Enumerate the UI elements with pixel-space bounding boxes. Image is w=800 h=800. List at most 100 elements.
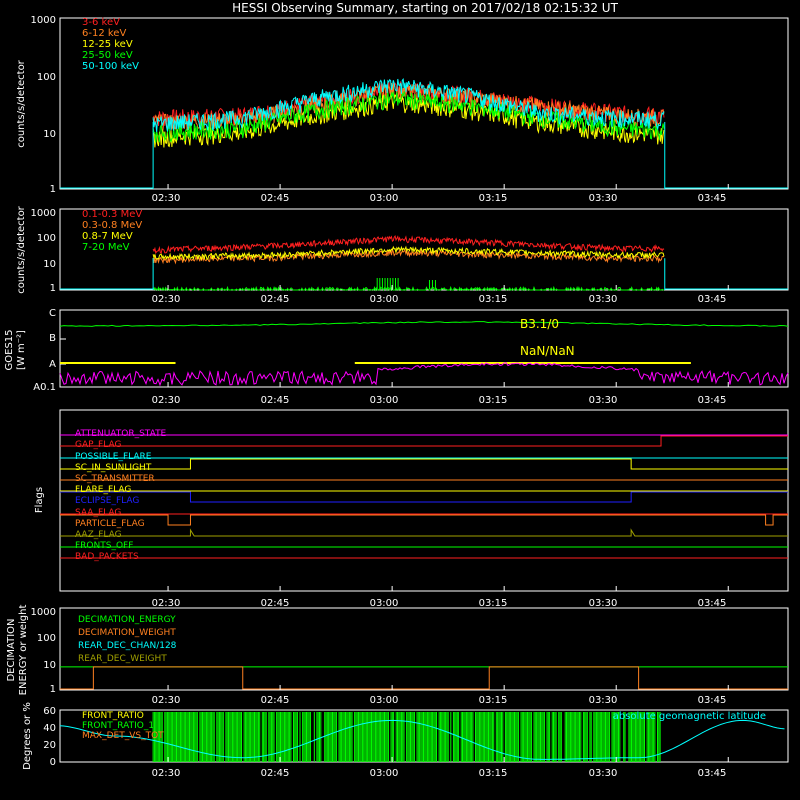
legend-entry-rear-dec-weight: REAR_DEC_WEIGHT — [78, 654, 167, 664]
gamma-ytick-label: 1 — [50, 283, 56, 294]
goes-short-line — [59, 362, 789, 387]
flag-label: SC_TRANSMITTER — [75, 474, 155, 484]
goes-annotation-nan: NaN/NaN — [520, 344, 575, 358]
geomag-ylabel: Degrees or % — [22, 702, 33, 770]
flag-trace — [60, 491, 788, 503]
goes-ytick-label: A — [49, 359, 56, 370]
decimation-xtick-label: 03:00 — [370, 695, 399, 706]
gamma-xtick-label: 03:30 — [589, 294, 618, 305]
flag-label: FLARE_FLAG — [75, 485, 131, 495]
hxr-legend: 3-6 keV 6-12 keV 12-25 keV 25-50 keV 50-… — [82, 17, 139, 72]
geomag-yticks: 0 20 40 60 — [43, 706, 56, 768]
flag-label: GAP_FLAG — [75, 440, 121, 450]
panel-hxr: counts/s/detector 1 10 100 1000 02:30 02… — [16, 15, 789, 204]
decimation-xtick-label: 03:15 — [479, 695, 508, 706]
decimation-ylabel-line2: ENERGY or weight — [18, 605, 29, 696]
decimation-ytick-label: 10 — [43, 660, 56, 671]
flags-xtick-label: 03:00 — [370, 598, 399, 609]
flags-xtick-label: 03:15 — [479, 598, 508, 609]
goes-xtick-label: 03:30 — [589, 395, 618, 406]
legend-entry-front-ratio-1: FRONT_RATIO_1 — [82, 721, 154, 731]
flag-label: SC_IN_SUNLIGHT — [75, 463, 152, 473]
hxr-xtick-label: 03:30 — [589, 193, 618, 204]
panel-gamma: counts/s/detector 1 10 100 1000 02:30 02… — [16, 205, 789, 305]
hxr-ylabel: counts/s/detector — [16, 59, 27, 147]
flag-label: SAA_FLAG — [75, 508, 121, 518]
geomag-ytick-label: 60 — [43, 706, 56, 717]
goes-ylabel-line1: GOES15 — [4, 329, 15, 370]
gamma-yticks: 1 10 100 1000 — [31, 208, 56, 294]
series-line — [152, 77, 665, 133]
goes-long-line — [59, 321, 789, 327]
legend-entry-12-25kev: 12-25 keV — [82, 39, 133, 50]
gamma-ytick-label: 10 — [43, 259, 56, 270]
goes-xticks: 02:30 02:45 03:00 03:15 03:30 03:45 — [152, 395, 727, 406]
hxr-xtick-label: 02:30 — [152, 193, 181, 204]
decimation-xticks: 02:30 02:45 03:00 03:15 03:30 03:45 — [152, 695, 727, 706]
goes-xtick-label: 02:30 — [152, 395, 181, 406]
legend-entry-6-12kev: 6-12 keV — [82, 28, 126, 39]
goes-xtick-label: 03:00 — [370, 395, 399, 406]
decimation-xtick-label: 02:30 — [152, 695, 181, 706]
legend-entry-max-det-vs-tot: MAX_DET_VS_TOT — [82, 731, 164, 741]
gamma-ytick-label: 100 — [37, 233, 56, 244]
geomag-ytick-label: 20 — [43, 740, 56, 751]
hxr-ytick-label: 100 — [37, 72, 56, 83]
hxr-ytick-label: 1 — [50, 184, 56, 195]
series-line — [152, 235, 665, 255]
legend-entry-rear-dec-chan: REAR_DEC_CHAN/128 — [78, 641, 177, 651]
series-line — [152, 82, 665, 133]
goes-ytick-label: A0.1 — [33, 382, 56, 393]
gamma-xtick-label: 03:45 — [698, 294, 727, 305]
hxr-ytick-label: 1000 — [31, 15, 56, 26]
hxr-xtick-label: 03:15 — [479, 193, 508, 204]
goes-xtick-label: 03:45 — [698, 395, 727, 406]
hxr-xtick-label: 03:45 — [698, 193, 727, 204]
flag-label: POSSIBLE_FLARE — [75, 452, 152, 462]
gamma-ylabel: counts/s/detector — [16, 205, 27, 293]
legend-entry-decimation-energy: DECIMATION_ENERGY — [78, 615, 176, 625]
flag-label: BAD_PACKETS — [75, 552, 139, 562]
goes-yticks: A0.1 A B C — [33, 308, 56, 393]
chart-title: HESSI Observing Summary, starting on 201… — [232, 1, 618, 15]
hxr-xtick-label: 03:00 — [370, 193, 399, 204]
panel-decimation: DECIMATION ENERGY or weight 1 10 100 100… — [6, 605, 789, 706]
gamma-xtick-label: 02:30 — [152, 294, 181, 305]
flags-lines-group — [60, 434, 788, 559]
flags-labels: ATTENUATOR_STATE GAP_FLAG POSSIBLE_FLARE… — [75, 429, 167, 562]
hxr-xticks: 02:30 02:45 03:00 03:15 03:30 03:45 — [152, 193, 727, 204]
panel-flags: Flags ATTENUATOR_STATE GAP_FLAG POSSIBLE… — [34, 409, 789, 609]
series-line — [152, 245, 665, 262]
decimation-ylabel-line1: DECIMATION — [6, 618, 17, 681]
flags-xticks: 02:30 02:45 03:00 03:15 03:30 03:45 — [152, 598, 727, 609]
geomag-legend: FRONT_RATIO FRONT_RATIO_1 MAX_DET_VS_TOT — [82, 711, 164, 741]
decimation-lines-group — [60, 666, 788, 690]
hxr-xtick-label: 02:45 — [261, 193, 290, 204]
gamma-legend: 0.1-0.3 MeV 0.3-0.8 MeV 0.8-7 MeV 7-20 M… — [82, 209, 142, 253]
goes-series-group — [59, 321, 789, 387]
flag-trace — [60, 435, 788, 447]
geomag-ytick-label: 0 — [50, 757, 56, 768]
geomag-xtick-label: 03:45 — [698, 768, 727, 779]
goes-ylabel-line2: [W m⁻²] — [16, 330, 27, 370]
hxr-ytick-label: 10 — [43, 129, 56, 140]
geomag-xtick-label: 03:00 — [370, 768, 399, 779]
decimation-xtick-label: 02:45 — [261, 695, 290, 706]
gamma-xtick-label: 03:15 — [479, 294, 508, 305]
flag-trace — [60, 514, 788, 526]
legend-entry-0.1-0.3mev: 0.1-0.3 MeV — [82, 209, 142, 220]
goes-xtick-label: 03:15 — [479, 395, 508, 406]
goes-ytick-label: C — [49, 308, 56, 319]
geomag-ytick-label: 40 — [43, 723, 56, 734]
geomag-latitude-line — [59, 719, 785, 760]
legend-entry-0.3-0.8mev: 0.3-0.8 MeV — [82, 220, 142, 231]
gamma-ytick-label: 1000 — [31, 208, 56, 219]
gamma-xtick-label: 02:45 — [261, 294, 290, 305]
flag-label: ATTENUATOR_STATE — [75, 429, 167, 439]
legend-entry-50-100kev: 50-100 keV — [82, 61, 139, 72]
legend-entry-decimation-weight: DECIMATION_WEIGHT — [78, 628, 176, 638]
decimation-xtick-label: 03:45 — [698, 695, 727, 706]
hxr-yticks: 1 10 100 1000 — [31, 15, 56, 195]
panel-geomag: Degrees or % 0 20 40 60 FRONT_RATIO FRON… — [22, 702, 789, 779]
